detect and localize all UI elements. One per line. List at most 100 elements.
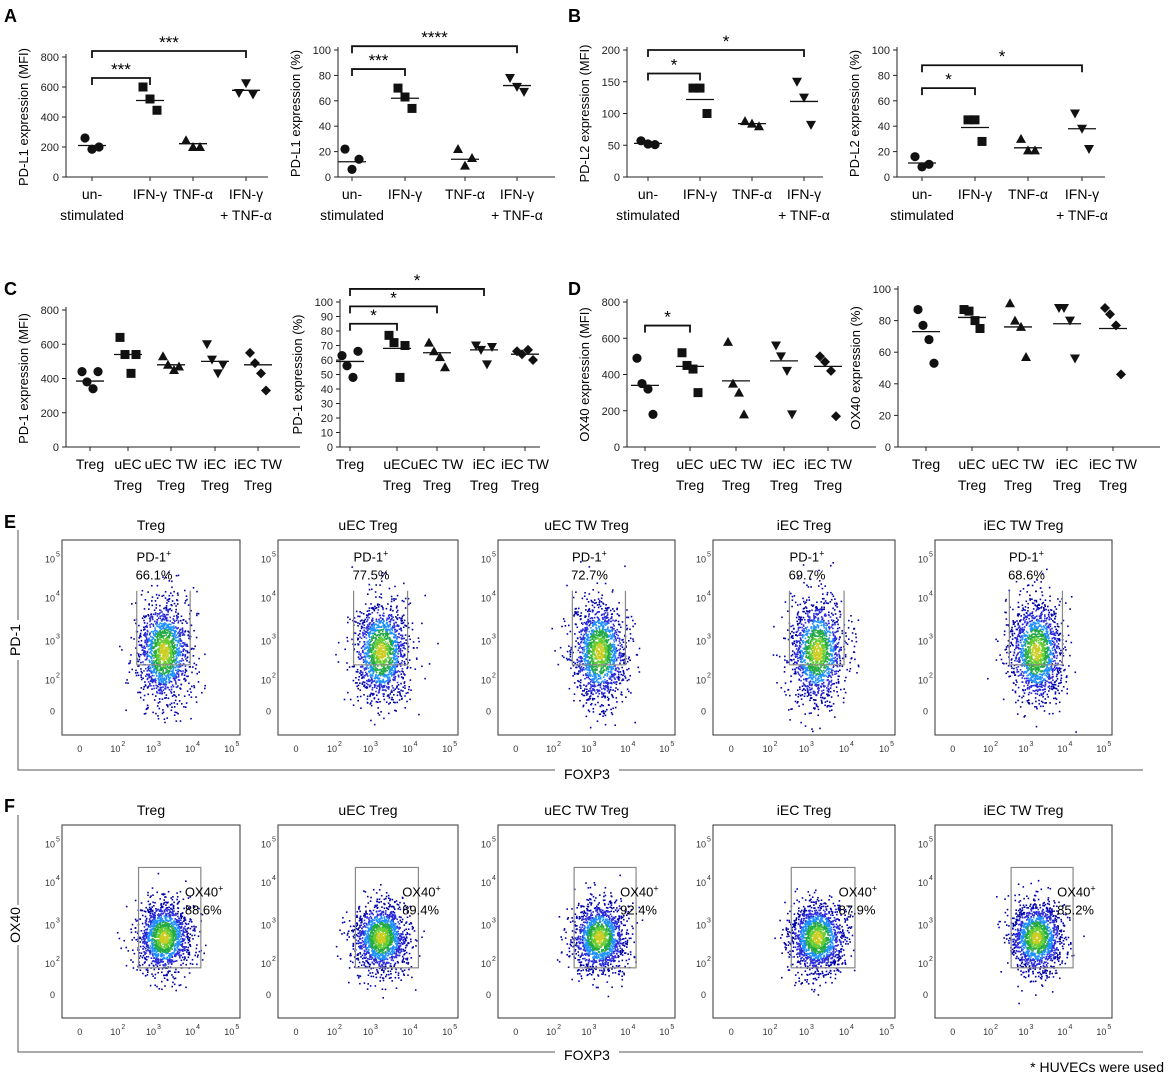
event-dot — [393, 689, 395, 692]
event-dot — [164, 638, 166, 640]
event-dot — [398, 699, 401, 701]
event-dot — [370, 677, 373, 680]
event-dot — [160, 689, 162, 691]
event-dot — [384, 648, 386, 651]
event-dot — [391, 665, 394, 668]
event-dot — [394, 667, 396, 669]
event-dot — [593, 651, 595, 653]
x-tick-label: uEC TW — [710, 456, 763, 472]
event-dot — [370, 704, 373, 707]
event-dot — [390, 698, 393, 701]
event-dot — [632, 638, 634, 640]
event-dot — [588, 593, 591, 595]
event-dot — [588, 677, 591, 680]
event-dot — [382, 647, 385, 649]
event-dot — [403, 637, 405, 640]
event-dot — [607, 639, 610, 641]
event-dot — [580, 659, 583, 661]
event-dot — [148, 638, 150, 640]
event-dot — [586, 676, 588, 679]
event-dot — [601, 655, 604, 658]
event-dot — [629, 637, 632, 640]
event-dot — [357, 615, 359, 618]
event-dot — [151, 674, 154, 677]
event-dot — [387, 667, 389, 669]
event-dot — [155, 604, 158, 606]
event-dot — [155, 684, 157, 687]
event-dot — [397, 688, 400, 690]
event-dot — [604, 688, 606, 690]
event-dot — [601, 693, 603, 695]
event-dot — [143, 647, 145, 649]
event-dot — [174, 673, 177, 676]
event-dot — [591, 630, 594, 632]
event-dot — [621, 679, 623, 682]
event-dot — [360, 627, 363, 630]
event-dot — [605, 655, 607, 658]
event-dot — [162, 617, 164, 620]
y-tick-exponent: 5 — [272, 552, 276, 559]
event-dot — [373, 656, 375, 659]
event-dot — [587, 618, 590, 621]
significance-label: * — [999, 47, 1006, 66]
event-dot — [154, 677, 157, 680]
event-dot — [165, 677, 168, 680]
event-dot — [622, 638, 624, 641]
event-dot — [421, 622, 423, 625]
event-dot — [146, 655, 149, 658]
event-dot — [623, 652, 625, 655]
event-dot — [613, 674, 616, 676]
event-dot — [614, 669, 617, 672]
event-dot — [604, 647, 607, 650]
event-dot — [590, 702, 593, 705]
data-point — [348, 372, 358, 382]
event-dot — [598, 689, 600, 691]
event-dot — [191, 685, 193, 688]
event-dot — [380, 685, 383, 688]
event-dot — [373, 622, 375, 624]
event-dot — [617, 677, 620, 680]
event-dot — [155, 695, 157, 697]
x-tick-label: Treg — [912, 456, 940, 472]
event-dot — [369, 695, 371, 697]
event-dot — [144, 635, 146, 637]
event-dot — [365, 637, 368, 639]
y-tick-label: 150 — [602, 77, 620, 89]
event-dot — [582, 641, 585, 644]
event-dot — [171, 580, 173, 583]
y-tick-exponent: 5 — [492, 552, 496, 559]
event-dot — [162, 665, 164, 668]
event-dot — [585, 621, 587, 624]
event-dot — [377, 648, 380, 650]
event-dot — [581, 657, 583, 659]
event-dot — [375, 637, 377, 640]
event-dot — [160, 683, 163, 685]
event-dot — [159, 641, 162, 644]
event-dot — [586, 674, 588, 676]
event-dot — [164, 597, 167, 599]
event-dot — [610, 647, 612, 650]
event-dot — [603, 616, 606, 619]
event-dot — [376, 635, 378, 637]
event-dot — [586, 598, 588, 600]
y-tick-label: 10 — [45, 594, 55, 604]
event-dot — [387, 617, 390, 620]
event-dot — [390, 632, 393, 635]
significance-label: * — [945, 70, 952, 89]
event-dot — [609, 654, 611, 656]
event-dot — [128, 662, 130, 665]
event-dot — [598, 693, 600, 695]
event-dot — [586, 653, 589, 656]
event-dot — [616, 676, 618, 679]
event-dot — [165, 646, 168, 649]
data-point — [202, 340, 212, 350]
event-dot — [401, 668, 404, 670]
event-dot — [610, 665, 613, 668]
event-dot — [590, 650, 593, 653]
event-dot — [163, 640, 166, 643]
event-dot — [143, 694, 146, 697]
event-dot — [174, 666, 177, 669]
data-point — [977, 136, 987, 146]
event-dot — [378, 622, 380, 624]
event-dot — [409, 679, 412, 681]
